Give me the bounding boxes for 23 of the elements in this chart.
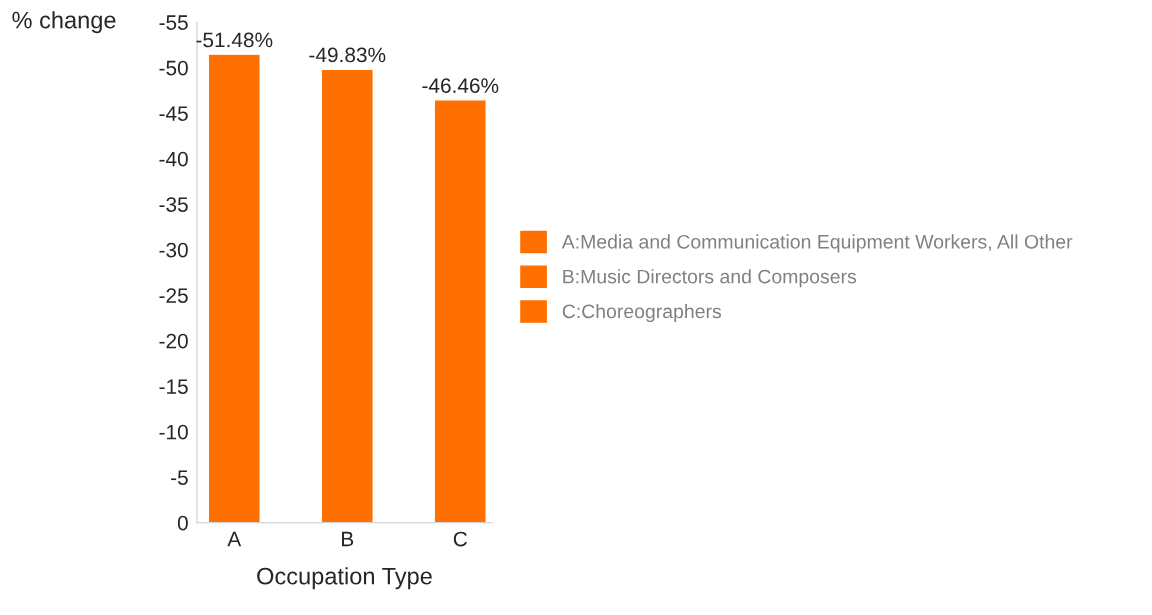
y-axis-title: % change bbox=[12, 11, 116, 34]
y-tick-label: -55 bbox=[159, 15, 188, 30]
legend-label: C:Choreographers bbox=[562, 303, 722, 323]
legend-label: B:Music Directors and Composers bbox=[563, 269, 857, 288]
y-tick-label: -30 bbox=[159, 242, 188, 258]
x-tick-label: A bbox=[227, 531, 242, 547]
x-tick-label: B bbox=[342, 531, 354, 547]
y-tick-label: -40 bbox=[159, 151, 188, 167]
data-label: -46.46% bbox=[422, 78, 499, 93]
y-tick-label: -5 bbox=[171, 470, 188, 485]
y-tick-label: -10 bbox=[159, 424, 188, 440]
data-label: -51.48% bbox=[196, 32, 273, 48]
legend-label: A:Media and Communication Equipment Workers, All Other bbox=[561, 234, 1073, 253]
x-axis-title: Occupation Type bbox=[257, 567, 432, 590]
y-tick-label: -50 bbox=[159, 60, 188, 76]
y-tick-label: -15 bbox=[159, 379, 188, 394]
y-tick-label: -45 bbox=[159, 106, 188, 121]
y-tick-label: -35 bbox=[159, 197, 188, 212]
y-tick-label: -25 bbox=[159, 288, 188, 303]
data-label: -49.83% bbox=[309, 47, 386, 63]
y-tick-label: -20 bbox=[159, 333, 188, 349]
y-tick-label: 0 bbox=[177, 515, 188, 531]
x-tick-label: C bbox=[453, 531, 467, 547]
